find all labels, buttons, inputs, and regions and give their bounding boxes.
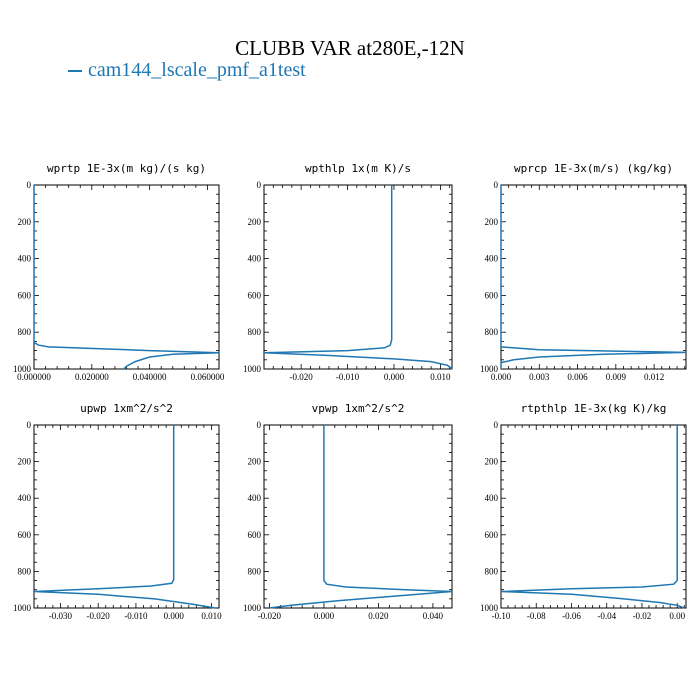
panel-6: rtpthlp 1E-3x(kg K)/kg02004006008001000-…: [480, 402, 687, 621]
x-tick-label: -0.10: [492, 611, 511, 621]
y-tick-label: 600: [248, 290, 262, 300]
y-tick-label: 200: [248, 457, 262, 467]
y-tick-label: 1000: [13, 603, 32, 613]
x-tick-label: 0.000000: [17, 372, 51, 382]
y-tick-label: 1000: [13, 364, 32, 374]
y-tick-label: 0: [257, 420, 262, 430]
x-tick-label: 0.040: [423, 611, 444, 621]
x-tick-label: -0.030: [49, 611, 73, 621]
x-tick-label: 0.000: [164, 611, 185, 621]
legend: cam144_lscale_pmf_a1test: [68, 59, 306, 82]
y-tick-label: 1000: [243, 603, 262, 613]
series-line: [500, 185, 687, 369]
panel-title: vpwp 1xm^2/s^2: [312, 402, 405, 415]
panel-title: upwp 1xm^2/s^2: [80, 402, 173, 415]
x-tick-label: 0.000: [491, 372, 512, 382]
y-tick-label: 200: [18, 457, 32, 467]
series-line: [500, 425, 685, 609]
x-tick-label: -0.06: [562, 611, 581, 621]
x-tick-label: 0.060000: [191, 372, 225, 382]
y-tick-label: 200: [248, 217, 262, 227]
panel-frame: [500, 424, 687, 609]
panel-title: wprtp 1E-3x(m kg)/(s kg): [47, 162, 206, 175]
y-tick-label: 800: [18, 327, 32, 337]
panel-title: wpthlp 1x(m K)/s: [305, 162, 411, 175]
y-tick-label: 600: [248, 530, 262, 540]
y-tick-label: 800: [485, 327, 499, 337]
x-tick-label: 0.010: [201, 611, 222, 621]
y-tick-label: 1000: [243, 364, 262, 374]
panel-frame: [33, 424, 220, 609]
series-line: [33, 185, 220, 370]
x-tick-label: -0.02: [633, 611, 652, 621]
x-tick-label: 0.00: [669, 611, 685, 621]
y-tick-label: 400: [485, 254, 499, 264]
y-tick-label: 600: [18, 290, 32, 300]
y-tick-label: 200: [485, 217, 499, 227]
x-tick-label: -0.020: [87, 611, 111, 621]
x-tick-label: 0.003: [529, 372, 550, 382]
x-tick-label: -0.04: [597, 611, 616, 621]
legend-label: cam144_lscale_pmf_a1test: [88, 59, 306, 81]
y-tick-label: 400: [485, 493, 499, 503]
x-tick-label: 0.010: [430, 372, 451, 382]
y-tick-label: 600: [485, 530, 499, 540]
x-tick-label: 0.020000: [75, 372, 109, 382]
y-tick-label: 0: [27, 180, 32, 190]
panel-4: upwp 1xm^2/s^2 0 200 400 600 800 1000 -0.030 -0.…: [13, 402, 222, 621]
y-tick-label: 400: [248, 493, 262, 503]
panel-title: rtpthlp 1E-3x(kg K)/kg: [521, 402, 667, 415]
y-tick-label: 200: [18, 217, 32, 227]
panel-2: wpthlp 1x(m K)/s 0 200 400 600 800 1000 -0.020 -…: [243, 162, 453, 382]
y-tick-label: 1000: [480, 364, 499, 374]
panel-title: wprcp 1E-3x(m/s) (kg/kg): [514, 162, 673, 175]
panel-frame: [263, 424, 453, 609]
x-tick-label: 0.040000: [133, 372, 167, 382]
y-tick-label: 0: [257, 180, 262, 190]
y-tick-label: 400: [248, 254, 262, 264]
series-line: [269, 425, 453, 609]
series-line: [33, 425, 216, 609]
x-tick-label: -0.020: [290, 372, 314, 382]
x-tick-label: 0.006: [567, 372, 588, 382]
panel-frame: [263, 184, 453, 370]
panel-frame: [33, 184, 220, 370]
x-tick-label: -0.020: [258, 611, 282, 621]
y-tick-label: 0: [494, 420, 499, 430]
y-tick-label: 600: [485, 290, 499, 300]
y-tick-label: 800: [248, 327, 262, 337]
x-tick-label: 0.000: [384, 372, 405, 382]
y-tick-label: 400: [18, 254, 32, 264]
x-tick-label: 0.012: [644, 372, 664, 382]
y-tick-label: 0: [27, 420, 32, 430]
x-tick-label: -0.010: [124, 611, 148, 621]
series-line: [263, 185, 453, 370]
y-tick-label: 0: [494, 180, 499, 190]
panel-5: vpwp 1xm^2/s^2 0 200 400 600 800 1000-0.020 0.0…: [243, 402, 453, 621]
legend-line-marker: [68, 70, 82, 73]
x-tick-label: -0.08: [527, 611, 546, 621]
panel-3: wprcp 1E-3x(m/s) (kg/kg) 0 200 400 600 800 100…: [480, 162, 687, 382]
y-tick-label: 800: [18, 566, 32, 576]
x-tick-label: 0.000: [314, 611, 335, 621]
panel-frame: [500, 184, 687, 370]
x-tick-label: 0.009: [606, 372, 627, 382]
y-tick-label: 400: [18, 493, 32, 503]
y-tick-label: 600: [18, 530, 32, 540]
y-tick-label: 800: [485, 566, 499, 576]
y-tick-label: 1000: [480, 603, 499, 613]
panel-1: wprtp 1E-3x(m kg)/(s kg) 0 200 400 600 800 100…: [13, 162, 225, 382]
figure-title: CLUBB VAR at280E,-12N: [235, 36, 465, 60]
y-tick-label: 200: [485, 457, 499, 467]
y-tick-label: 800: [248, 566, 262, 576]
x-tick-label: -0.010: [336, 372, 360, 382]
x-tick-label: 0.020: [368, 611, 389, 621]
